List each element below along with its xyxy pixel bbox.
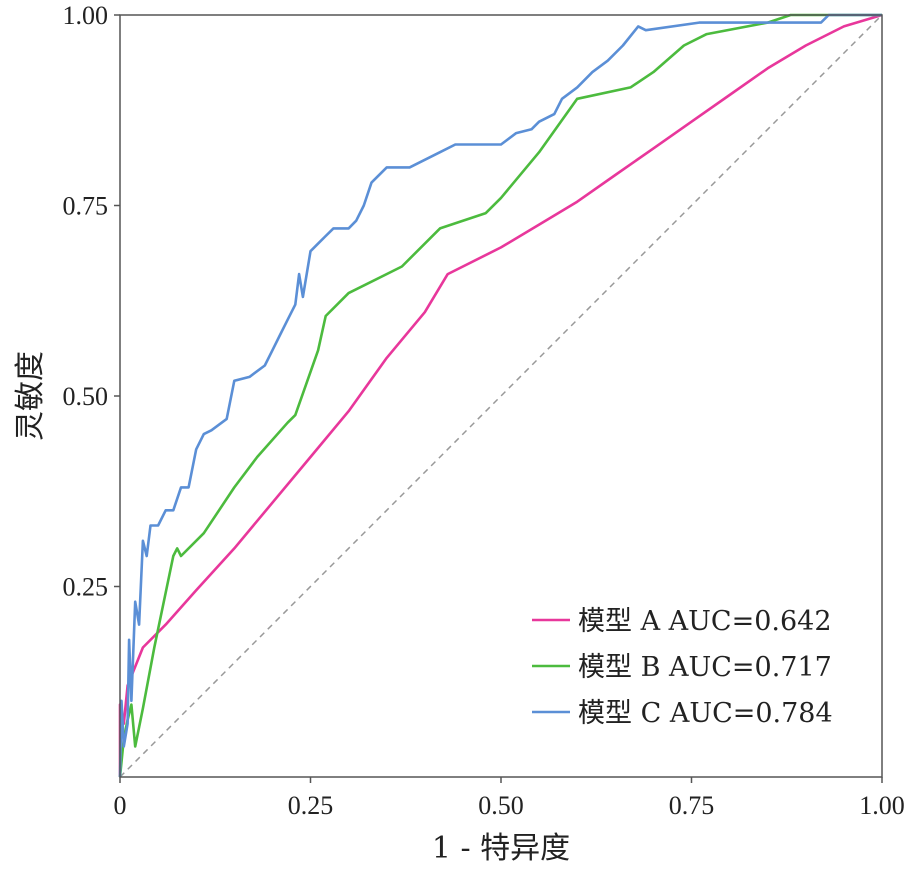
x-tick-label: 0.75 [669,791,715,820]
x-tick-label: 0.25 [288,791,334,820]
legend: 模型 A AUC=0.642 模型 B AUC=0.717 模型 C AUC=0.7… [532,606,833,729]
legend-item-model-c: 模型 C AUC=0.784 [532,698,833,729]
legend-label: 模型 B AUC=0.717 [578,652,832,683]
y-tick-label: 0.75 [63,192,109,221]
x-tick-label: 0.50 [478,791,524,820]
y-tick-label: 0.25 [63,573,109,602]
y-tick-label: 0.50 [63,382,109,411]
model-a-line [118,13,883,777]
x-axis-title: 1 - 特异度 [432,831,570,866]
legend-label: 模型 C AUC=0.784 [578,698,833,729]
x-tick-label: 1.00 [859,791,905,820]
model-b-line [118,13,882,778]
x-tick-label: 0 [114,791,127,820]
reference-diagonal-line [119,14,883,778]
y-tick-label: 1.00 [63,1,109,30]
legend-item-model-b: 模型 B AUC=0.717 [532,652,832,683]
legend-label: 模型 A AUC=0.642 [578,606,832,637]
model-c-line [118,13,882,778]
y-axis-title: 灵敏度 [13,351,48,441]
legend-item-model-a: 模型 A AUC=0.642 [532,606,832,637]
